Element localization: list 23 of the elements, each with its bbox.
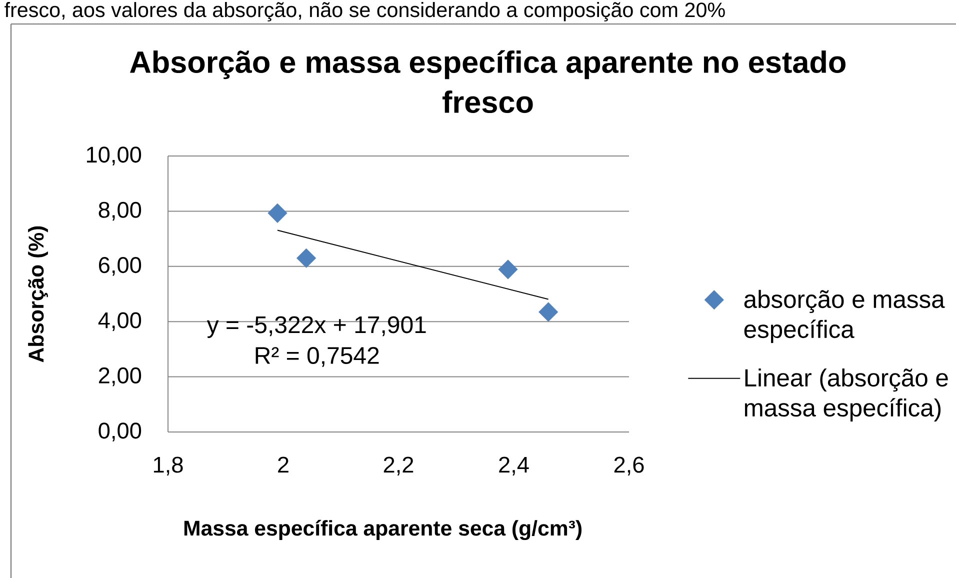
legend-label: absorção e massa específica [744, 290, 945, 343]
chart-title: Absorção e massa específica aparente no estado fresco [130, 50, 846, 114]
point [498, 260, 518, 280]
text: fresco, aos valores da absorção, não se considerando a composição com 20% [4, 2, 725, 22]
x-axis-title: Massa específica aparente seca (g/cm³) [184, 520, 582, 540]
y-tick-label: 8,00 [98, 202, 142, 221]
point [296, 248, 316, 268]
x-tick-label: 1,8 [154, 456, 183, 476]
x-tick-label: 2,4 [499, 456, 529, 476]
y-tick-label: 0,00 [98, 422, 142, 442]
x-tick-label: 2,6 [614, 456, 644, 476]
y-tick-label: 6,00 [98, 257, 142, 276]
point [268, 203, 288, 223]
y-tick-label: 2,00 [98, 367, 142, 386]
y-tick-label: 4,00 [98, 312, 142, 331]
y-axis-title: Absorção (%) [28, 226, 48, 362]
annotation: y = -5,322x + 17,901 [206, 316, 426, 338]
point [538, 302, 558, 322]
legend-label: Linear (absorção e massa específica) [744, 368, 948, 422]
x-tick-label: 2 [278, 456, 288, 473]
y-tick-label: 10,00 [86, 146, 142, 166]
annotation: R² = 0,7542 [256, 347, 379, 367]
x-tick-label: 2,2 [384, 456, 414, 476]
